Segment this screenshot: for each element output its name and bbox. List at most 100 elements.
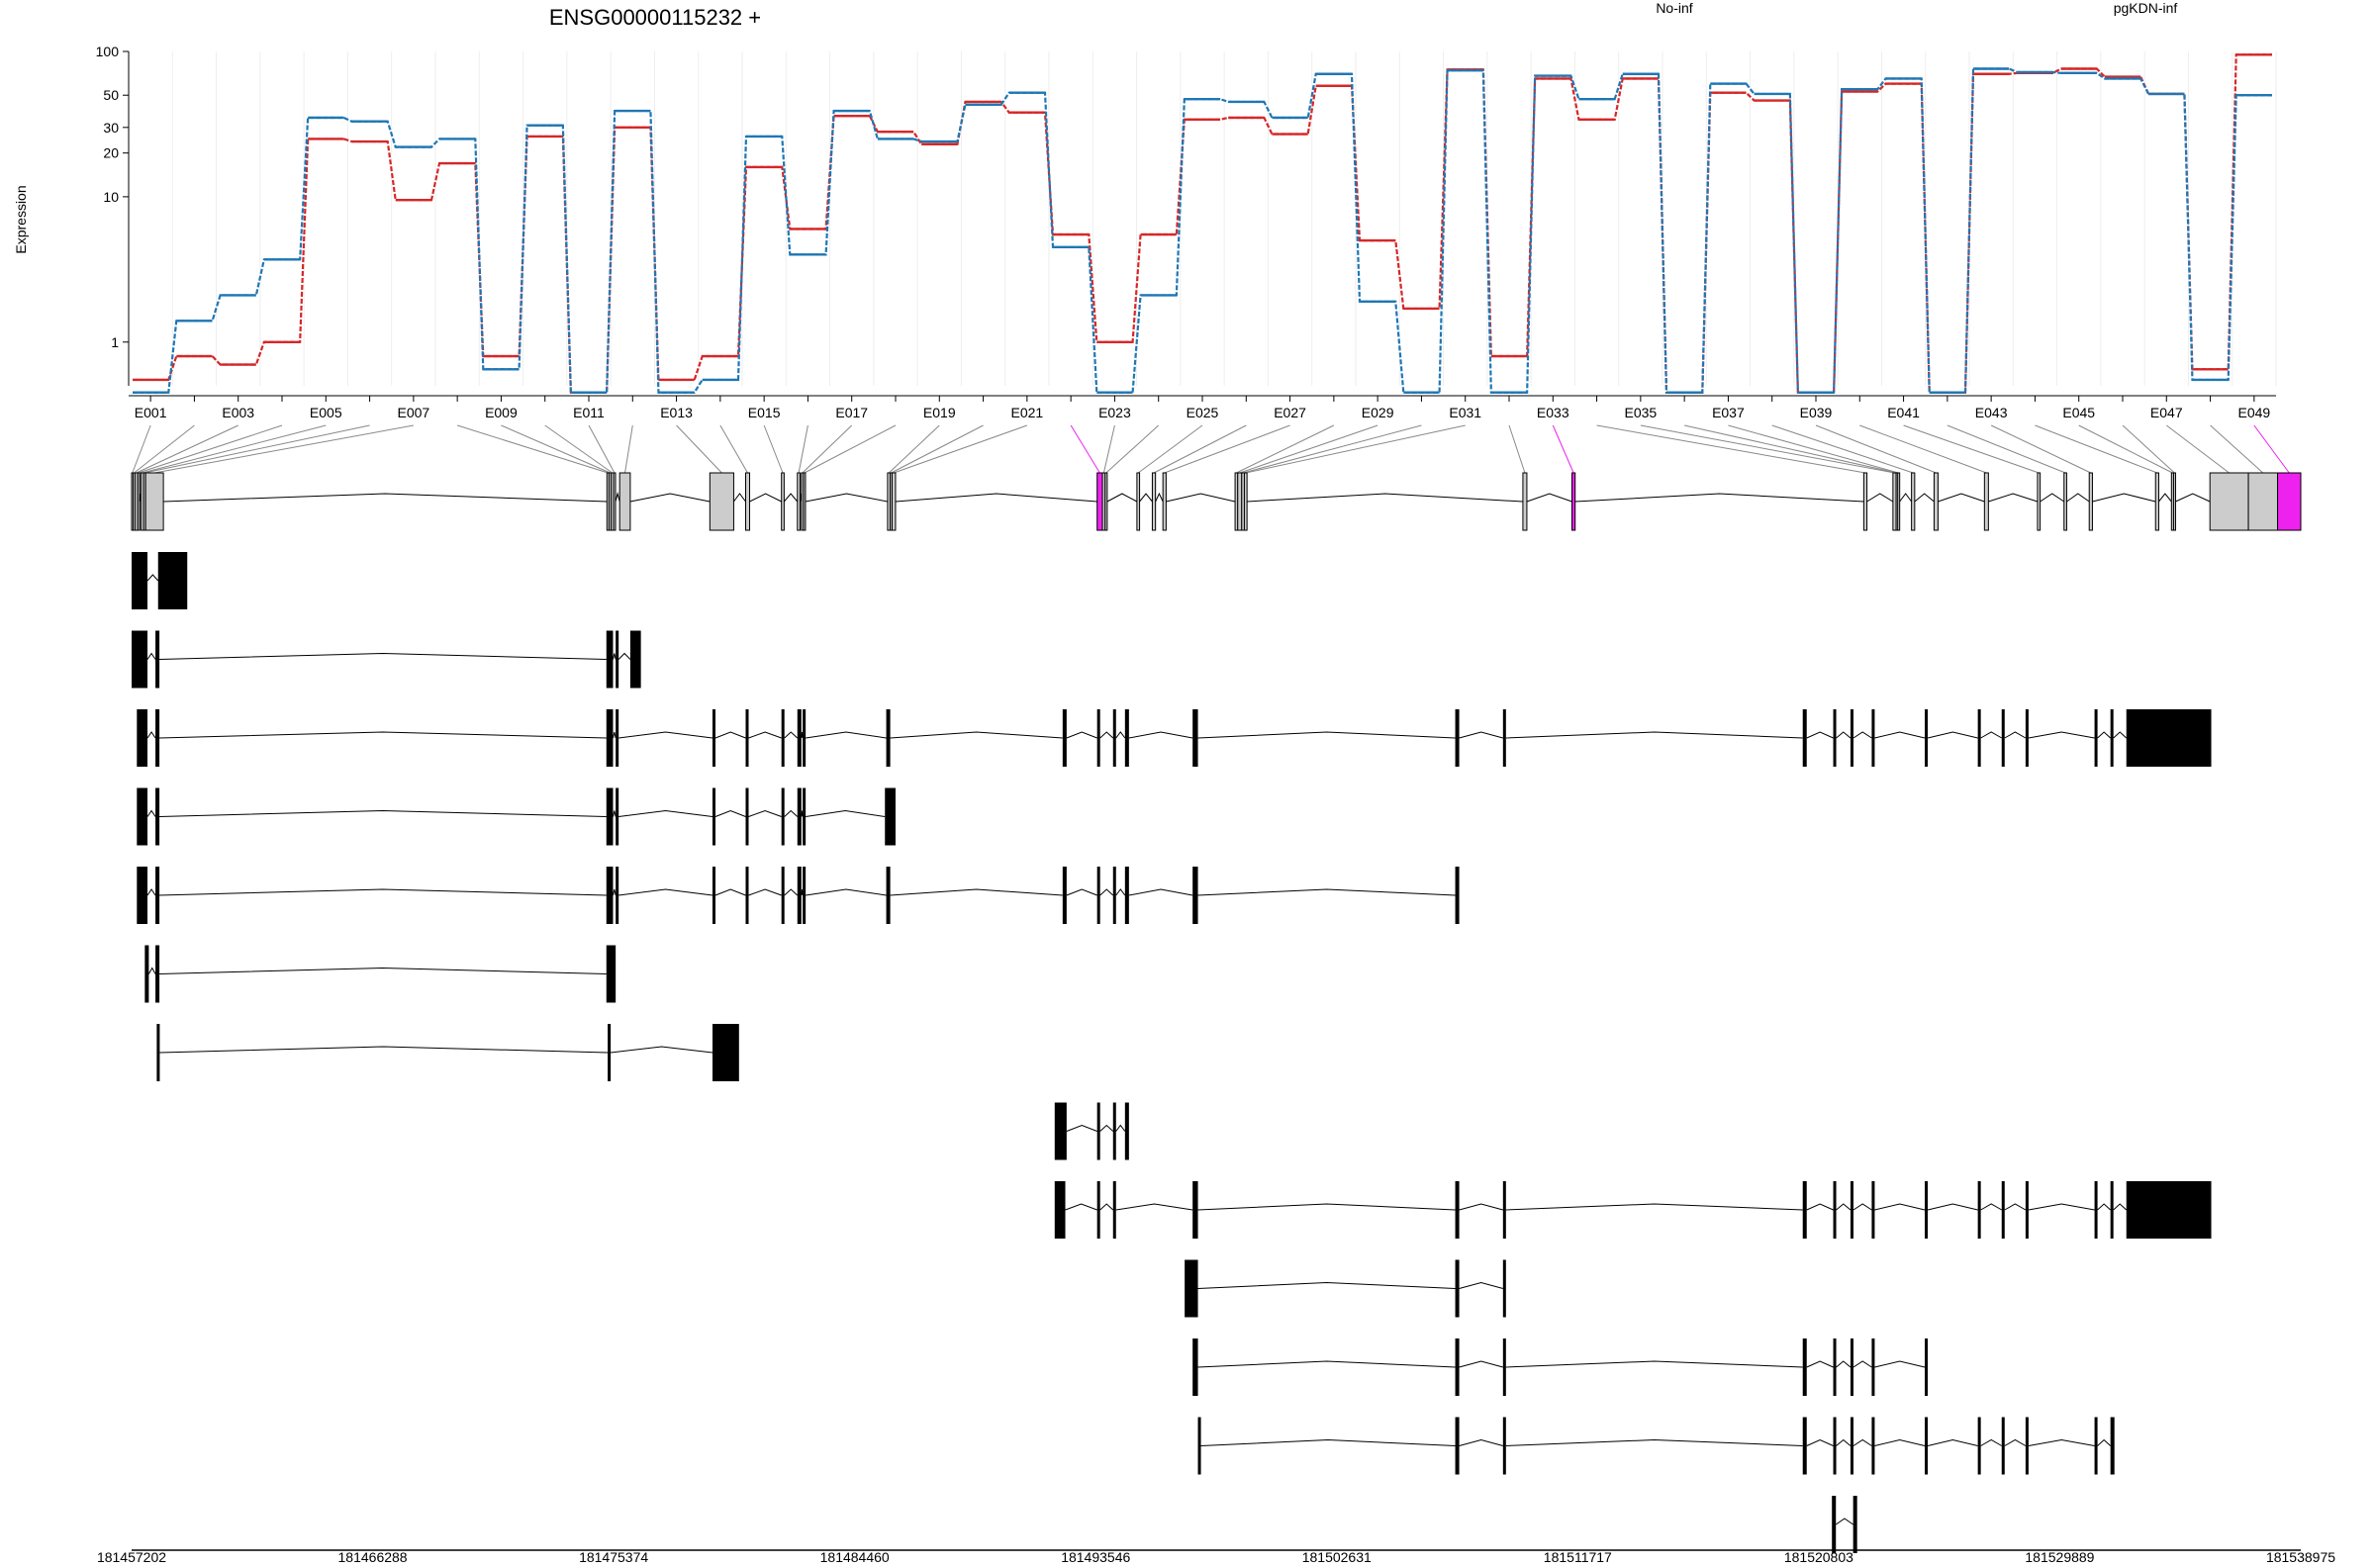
transcript-exon — [1192, 709, 1198, 767]
intron — [714, 731, 746, 739]
transcript-exon — [1096, 709, 1100, 767]
transcript-exon — [157, 552, 188, 609]
x-tick-label: E013 — [660, 405, 693, 420]
transcript — [1054, 1102, 1129, 1160]
exon-link-line — [1236, 424, 1335, 474]
transcript-exon — [1062, 709, 1067, 767]
highlighted-exon — [1096, 472, 1103, 531]
transcript-exon — [1925, 1338, 1929, 1396]
transcript-exon — [797, 709, 802, 767]
transcript-exon — [1096, 867, 1100, 924]
transcript-exon — [1850, 709, 1853, 767]
intron — [159, 731, 607, 739]
transcript-exon — [1054, 1181, 1066, 1239]
exon-link-line — [891, 424, 984, 474]
exon-box — [137, 472, 141, 531]
exon-link-line — [1640, 424, 1895, 474]
transcript-exon — [155, 630, 160, 689]
intron — [1574, 493, 1864, 503]
intron — [612, 810, 617, 817]
genomic-tick-label: 181529889 — [2025, 1549, 2094, 1563]
transcript-exon — [1802, 1417, 1807, 1475]
exon-box — [1136, 472, 1141, 531]
exon-box — [1243, 472, 1248, 531]
exon-box — [2247, 472, 2279, 531]
transcript-exon — [1925, 1181, 1929, 1239]
exon-link-line — [676, 424, 722, 474]
intron — [1874, 1438, 1926, 1446]
exon-link-line — [1728, 424, 1899, 474]
exon-link-line — [1153, 424, 1247, 474]
exon-box — [2209, 472, 2249, 531]
intron — [1197, 1203, 1456, 1211]
exon-link-line — [143, 424, 370, 474]
series-line — [133, 67, 2272, 394]
transcript-exon — [1852, 1496, 1857, 1553]
exon-link-line — [1903, 424, 2040, 474]
exon-link-line — [1684, 424, 1897, 474]
transcript — [137, 787, 896, 846]
intron — [618, 888, 713, 896]
x-tick-label: E033 — [1537, 405, 1569, 420]
intron — [146, 888, 156, 896]
transcript-exon — [803, 709, 807, 767]
intron — [2004, 1203, 2027, 1211]
exon-link-line — [1771, 424, 1914, 474]
exon-link-line — [154, 424, 414, 474]
intron — [1988, 493, 2039, 503]
exon-box — [2063, 472, 2067, 531]
transcript-exon — [1833, 1181, 1837, 1239]
intron — [1099, 1203, 1114, 1211]
exon-link-line — [2253, 424, 2290, 474]
intron — [1836, 731, 1852, 739]
transcript-exon — [616, 709, 619, 767]
y-tick-label: 20 — [103, 145, 119, 161]
expression-lines — [133, 53, 2272, 394]
x-tick-label: E019 — [923, 405, 956, 420]
transcript-exon — [144, 945, 149, 1003]
exon-box — [1104, 472, 1108, 531]
intron — [749, 493, 782, 503]
exon-box — [1911, 472, 1916, 531]
transcript-exon — [1502, 1417, 1506, 1475]
intron — [1836, 1438, 1852, 1446]
transcript-exon — [155, 787, 160, 846]
exon-link-line — [142, 424, 327, 474]
intron — [1980, 1203, 2003, 1211]
intron — [1247, 493, 1523, 503]
intron — [618, 731, 713, 739]
y-tick-label: 100 — [96, 44, 120, 59]
intron — [1066, 1124, 1097, 1132]
x-tick-label: E031 — [1449, 405, 1481, 420]
exon-box — [803, 472, 807, 531]
transcript-exon — [137, 867, 148, 924]
transcript-exon — [2126, 1181, 2212, 1239]
exon-link-line — [624, 424, 633, 474]
intron — [611, 1046, 713, 1054]
exon-link-line — [1552, 424, 1574, 474]
intron — [147, 967, 156, 974]
intron — [1166, 493, 1236, 503]
x-tick-label: E005 — [310, 405, 342, 420]
transcript-exon — [1832, 1496, 1837, 1553]
intron — [890, 731, 1063, 739]
exon-link-line — [2122, 424, 2175, 474]
intron — [1835, 1518, 1853, 1525]
intron — [806, 809, 886, 817]
chart-title: ENSG00000115232 + — [549, 5, 761, 30]
exon-link-line — [1164, 424, 1290, 474]
exon-box — [1983, 472, 1989, 531]
transcript-exon — [606, 787, 614, 846]
transcript-exon — [1871, 1338, 1875, 1396]
exon-box — [1522, 472, 1528, 531]
transcript-exon — [1112, 1102, 1116, 1160]
intron — [806, 888, 887, 896]
intron — [1927, 1203, 1978, 1211]
intron — [1197, 1360, 1456, 1368]
intron — [1197, 888, 1456, 896]
intron — [1505, 1360, 1803, 1368]
transcript-exon — [797, 787, 802, 846]
transcript-exon — [781, 709, 785, 767]
transcript — [137, 709, 2212, 767]
transcript-exon — [1062, 867, 1067, 924]
